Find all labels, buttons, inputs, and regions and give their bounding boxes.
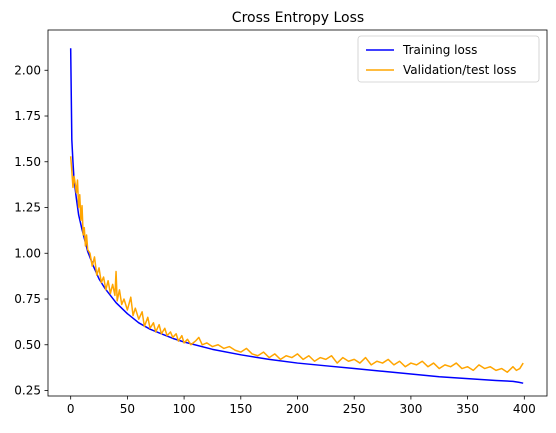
y-tick-label: 0.25 — [14, 384, 41, 398]
legend: Training loss Validation/test loss — [357, 35, 540, 83]
x-tick-label: 100 — [173, 402, 196, 416]
series-line-training-loss — [69, 48, 524, 384]
y-tick-label: 0.50 — [14, 338, 41, 352]
series-line-validation-loss — [69, 156, 524, 373]
x-tick-label: 50 — [120, 402, 135, 416]
legend-box — [357, 35, 540, 83]
x-tick-label: 250 — [343, 402, 366, 416]
x-tick-label: 150 — [229, 402, 252, 416]
y-tick-label: 2.00 — [14, 63, 41, 77]
plot-frame — [47, 29, 548, 397]
y-tick-label: 1.25 — [14, 201, 41, 215]
legend-label: Validation/test loss — [403, 63, 516, 77]
x-tick-label: 200 — [286, 402, 309, 416]
y-tick-label: 0.75 — [14, 292, 41, 306]
legend-label: Training loss — [402, 43, 477, 57]
x-tick-label: 350 — [456, 402, 479, 416]
y-tick-label: 1.50 — [14, 155, 41, 169]
plot-area — [69, 48, 524, 384]
y-tick-label: 1.75 — [14, 109, 41, 123]
x-tick-label: 400 — [513, 402, 536, 416]
y-tick-label: 1.00 — [14, 246, 41, 260]
axes: 0 50 100 150 200 250 300 350 400 0.25 0.50 0.75 1.00… — [14, 29, 548, 416]
x-tick-label: 0 — [67, 402, 75, 416]
chart-title: Cross Entropy Loss — [232, 10, 364, 26]
x-tick-label: 300 — [399, 402, 422, 416]
